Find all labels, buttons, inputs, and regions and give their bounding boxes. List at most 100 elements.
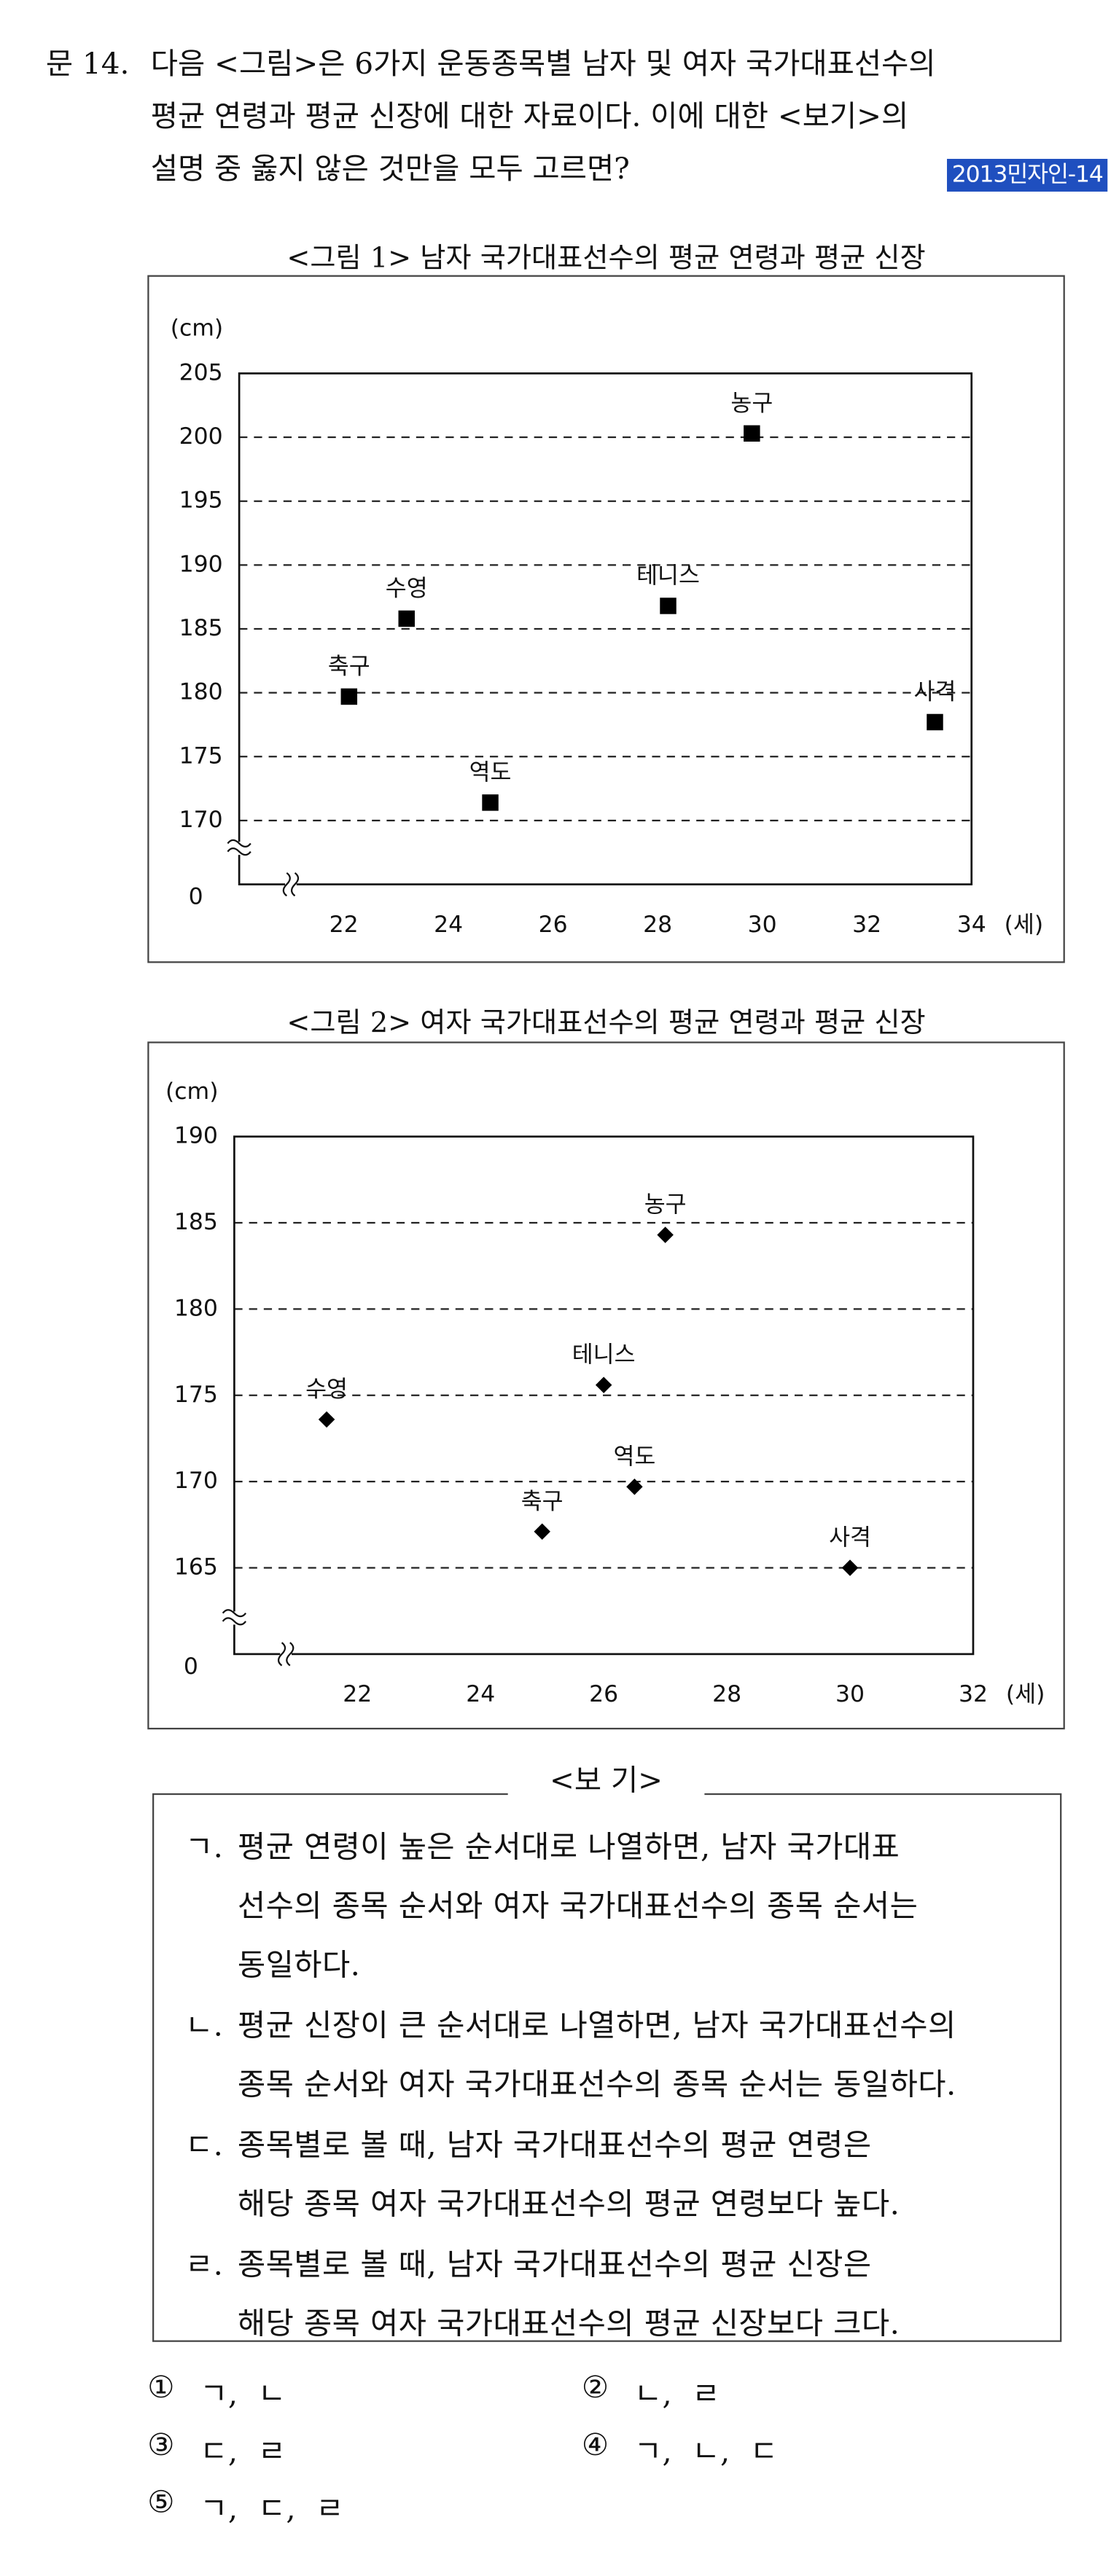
frame — [147, 1041, 1065, 1730]
axis-break-cover — [285, 872, 297, 896]
y-tick-label: 165 — [174, 1554, 218, 1581]
point — [927, 713, 943, 731]
question-line: 설명 중 옳지 않은 것만을 모두 고르면? — [150, 152, 630, 187]
choice-number: ② — [581, 2371, 609, 2406]
y-tick-label: 170 — [179, 807, 223, 833]
axis-break-cover — [227, 842, 251, 856]
x-tick-label: 32 — [959, 1681, 988, 1707]
point-label: 사격 — [829, 1524, 871, 1551]
point-label: 수영 — [386, 576, 428, 602]
item-line: 종목별로 볼 때, 남자 국가대표선수의 평균 신장은 — [237, 2248, 872, 2283]
y-tick-label: 185 — [174, 1209, 218, 1235]
item-marker: ㄷ. — [184, 2129, 224, 2164]
item-line: 해당 종목 여자 국가대표선수의 평균 연령보다 높다. — [237, 2188, 900, 2223]
y-tick-label: 175 — [174, 1382, 218, 1408]
point-label: 농구 — [730, 390, 773, 416]
y-tick-label: 185 — [179, 615, 223, 641]
choice-number: ③ — [147, 2428, 176, 2464]
y-unit: (cm) — [165, 1078, 218, 1105]
item-marker: ㄹ. — [184, 2248, 224, 2283]
y-tick-label: 175 — [179, 743, 223, 769]
x-tick-label: 30 — [748, 912, 777, 938]
point-label: 사격 — [914, 679, 956, 705]
y-tick-label: 205 — [179, 359, 223, 385]
chart: 0 170 175 180 185 190 195 200 205 22 24 26 28 30 32 34 (… — [147, 275, 1065, 963]
item-line: 해당 종목 여자 국가대표선수의 평균 신장보다 크다. — [237, 2307, 900, 2342]
x-tick-label: 28 — [643, 912, 672, 938]
point — [744, 425, 760, 442]
choice-text: ㄴ, ㄹ — [633, 2378, 720, 2413]
item-line: 평균 신장이 큰 순서대로 나열하면, 남자 국가대표선수의 — [237, 2009, 956, 2044]
point — [595, 1377, 612, 1393]
point-label: 농구 — [644, 1191, 687, 1218]
point-label: 역도 — [469, 759, 512, 786]
choice-number: ① — [147, 2371, 176, 2406]
axis-break — [282, 872, 300, 897]
point — [657, 1226, 674, 1243]
x-tick-label: 26 — [589, 1681, 618, 1707]
chart-title: <그림 1> 남자 국가대표선수의 평균 연령과 평균 신장 — [286, 242, 926, 275]
axis-break — [227, 839, 252, 856]
x-tick-label: 22 — [343, 1681, 372, 1707]
point-label: 수영 — [305, 1376, 348, 1402]
point — [340, 688, 358, 705]
axis-break — [277, 1642, 295, 1667]
point — [482, 794, 499, 811]
point-label: 역도 — [613, 1444, 655, 1470]
point-label: 테니스 — [572, 1342, 636, 1368]
x-tick-label: 34 — [957, 912, 986, 938]
point — [318, 1411, 335, 1428]
y-tick-label: 180 — [179, 679, 223, 705]
item-marker: ㄴ. — [184, 2009, 224, 2044]
question-number: 문 14. — [45, 47, 130, 82]
axis-break — [222, 1609, 247, 1626]
question-line: 평균 연령과 평균 신장에 대한 자료이다. 이에 대한 <보기>의 — [150, 100, 909, 135]
item-line: 종목별로 볼 때, 남자 국가대표선수의 평균 연령은 — [237, 2129, 872, 2164]
plot-area — [233, 1135, 975, 1656]
point — [660, 598, 677, 614]
choice-number: ④ — [581, 2428, 609, 2464]
item-line: 동일하다. — [237, 1949, 361, 1984]
box-title: <보 기> — [507, 1757, 705, 1800]
axis-break-cover — [222, 1611, 246, 1625]
point — [534, 1523, 550, 1540]
point — [398, 610, 415, 627]
item-line: 종목 순서와 여자 국가대표선수의 종목 순서는 동일하다. — [237, 2068, 956, 2103]
x-tick-label: 22 — [330, 912, 359, 938]
y-tick-label: 190 — [179, 551, 223, 577]
question-line: 다음 <그림>은 6가지 운동종목별 남자 및 여자 국가대표선수의 — [150, 47, 936, 82]
point-label: 축구 — [521, 1488, 564, 1514]
chart: 0 165 170 175 180 185 190 22 24 26 28 30 32 (cm) (세) 수영… — [147, 1041, 1065, 1730]
choice-text: ㄱ, ㄴ, ㄷ — [633, 2435, 779, 2470]
x-tick-label: 32 — [852, 912, 881, 938]
plot-area — [238, 372, 973, 885]
point-label: 테니스 — [636, 563, 700, 589]
y-unit: (cm) — [171, 316, 223, 342]
x-tick-label: 30 — [835, 1681, 865, 1707]
y-tick-label: 0 — [189, 884, 203, 910]
item-marker: ㄱ. — [184, 1831, 224, 1866]
y-tick-label: 190 — [174, 1123, 218, 1149]
y-tick-label: 195 — [179, 488, 223, 514]
choice-text: ㄱ, ㄷ, ㄹ — [200, 2492, 344, 2527]
x-unit: (세) — [1006, 1681, 1045, 1707]
x-tick-label: 28 — [712, 1681, 741, 1707]
choice-text: ㄷ, ㄹ — [200, 2435, 286, 2470]
point-label: 축구 — [328, 653, 370, 679]
choice-text: ㄱ, ㄴ — [200, 2378, 286, 2413]
x-tick-label: 26 — [539, 912, 568, 938]
source-tag: 2013민자인-14 — [946, 158, 1108, 192]
x-tick-label: 24 — [466, 1681, 495, 1707]
item-line: 선수의 종목 순서와 여자 국가대표선수의 종목 순서는 — [237, 1890, 919, 1925]
x-tick-label: 24 — [434, 912, 463, 938]
axis-break-cover — [280, 1643, 292, 1666]
y-tick-label: 170 — [174, 1468, 218, 1494]
y-tick-label: 0 — [184, 1653, 198, 1680]
x-unit: (세) — [1005, 912, 1043, 938]
point — [841, 1559, 859, 1576]
item-line: 평균 연령이 높은 순서대로 나열하면, 남자 국가대표 — [237, 1831, 900, 1866]
choice-number: ⑤ — [147, 2486, 176, 2521]
frame — [147, 275, 1065, 963]
chart-title: <그림 2> 여자 국가대표선수의 평균 연령과 평균 신장 — [286, 1007, 926, 1041]
